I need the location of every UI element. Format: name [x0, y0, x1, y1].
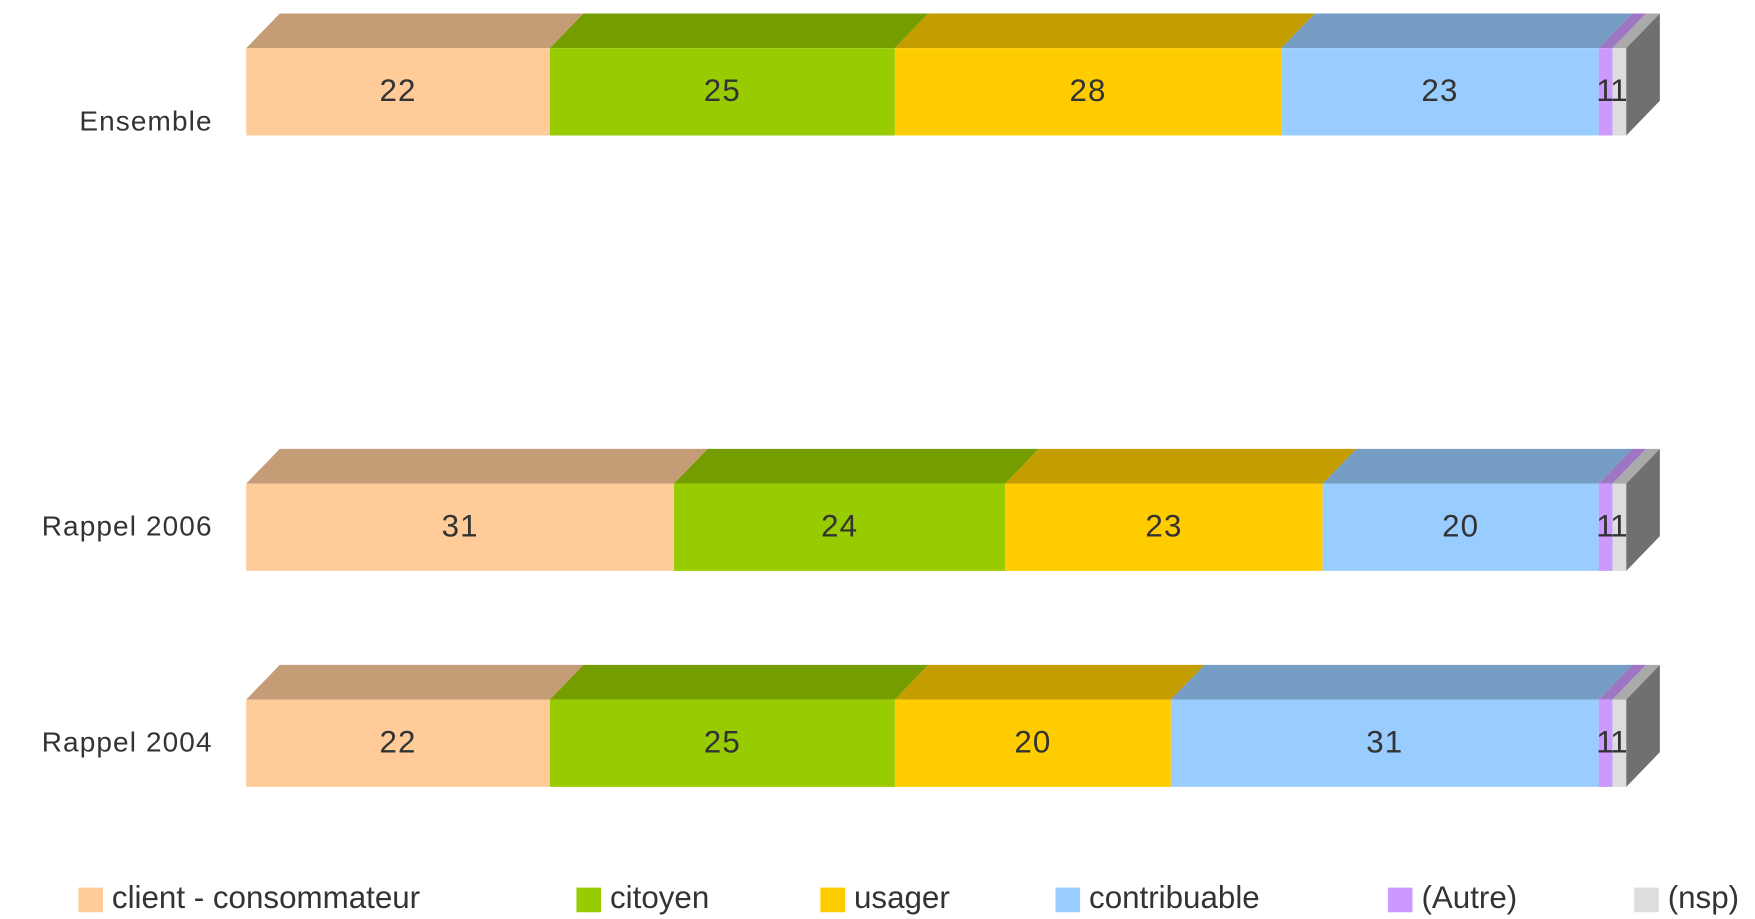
legend-label: citoyen: [610, 880, 709, 915]
bar-side: [1626, 13, 1660, 136]
value-label: 28: [1070, 73, 1107, 108]
bar-top: [549, 664, 929, 700]
bar-side: [1626, 448, 1660, 571]
category-label: Ensemble: [79, 106, 212, 137]
bar-top: [549, 13, 929, 49]
value-label: 23: [1421, 73, 1458, 108]
bar: [674, 483, 1006, 571]
bar-top: [1612, 664, 1660, 700]
bar-top: [894, 13, 1315, 49]
value-label: 24: [821, 509, 858, 544]
legend-label: (nsp): [1668, 880, 1739, 915]
bar-top: [1005, 448, 1357, 484]
bar: [246, 48, 550, 136]
bar: [1281, 48, 1599, 136]
bar-top: [1281, 13, 1633, 49]
value-label: 20: [1442, 509, 1479, 544]
bar: [246, 699, 550, 787]
value-label: 31: [442, 509, 479, 544]
value-label: 1: [1596, 509, 1615, 544]
legend-label: client - consommateur: [112, 880, 420, 915]
bar: [549, 48, 895, 136]
legend-swatch: [1634, 887, 1659, 913]
value-label: 1: [1596, 73, 1615, 108]
bar-side: [1626, 664, 1660, 787]
legend-swatch: [576, 887, 602, 913]
bar: [1598, 483, 1613, 571]
category-label: Rappel 2006: [42, 511, 213, 542]
value-label: 25: [704, 725, 741, 760]
bar-top: [1598, 448, 1647, 484]
legend-label: contribuable: [1089, 880, 1260, 915]
bar: [1005, 483, 1323, 571]
value-label: 23: [1145, 509, 1182, 544]
bar-top: [1322, 448, 1633, 484]
category-label: Rappel 2004: [42, 727, 213, 758]
legend-swatch: [1387, 887, 1413, 913]
value-label: 31: [1366, 725, 1403, 760]
bar: [1612, 699, 1627, 787]
bar: [1612, 48, 1627, 136]
bar-top: [1612, 448, 1660, 484]
legend-label: usager: [854, 880, 950, 915]
legend-swatch: [820, 887, 846, 913]
bar: [549, 699, 895, 787]
value-label: 1: [1610, 509, 1629, 544]
bar-top: [246, 664, 584, 700]
bar-top: [1598, 664, 1647, 700]
value-label: 1: [1610, 73, 1629, 108]
bar: [1598, 699, 1613, 787]
bar: [1322, 483, 1599, 571]
bar: [246, 483, 675, 571]
bar-top: [246, 13, 584, 49]
bar-top: [246, 448, 708, 484]
bar-top: [1598, 13, 1647, 49]
bar-top: [674, 448, 1039, 484]
bar: [1612, 483, 1627, 571]
legend-label: (Autre): [1421, 880, 1517, 915]
legend-swatch: [78, 887, 103, 913]
bar: [894, 48, 1282, 136]
value-label: 25: [704, 73, 741, 108]
bar-top: [1170, 664, 1633, 700]
legend-swatch: [1055, 887, 1081, 913]
value-label: 20: [1014, 725, 1051, 760]
bar-top: [894, 664, 1205, 700]
value-label: 22: [379, 725, 416, 760]
bar: [1170, 699, 1599, 787]
bar-top: [1612, 13, 1660, 49]
bar: [1598, 48, 1613, 136]
value-label: 1: [1610, 725, 1629, 760]
value-label: 1: [1596, 725, 1615, 760]
bar: [894, 699, 1171, 787]
value-label: 22: [379, 73, 416, 108]
